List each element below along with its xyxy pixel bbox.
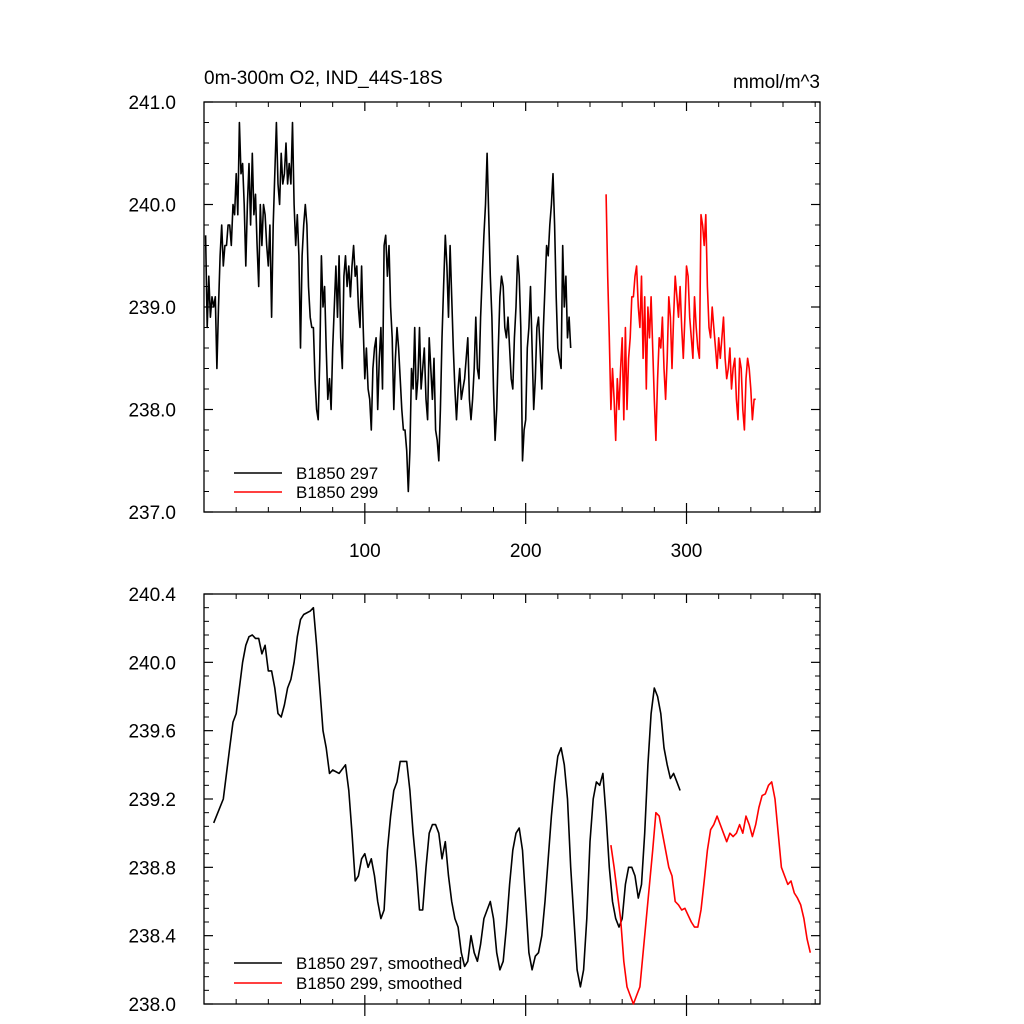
smoothed-line-b1850-297: [212, 606, 681, 988]
top-legend: B1850 297 B1850 299: [234, 464, 378, 502]
series-line-b1850-297: [204, 121, 572, 493]
series-line-b1850-299: [605, 194, 756, 442]
x-tick-label: 200: [510, 541, 542, 562]
chart-title: 0m-300m O2, IND_44S-18S: [204, 68, 443, 89]
bottom-legend: B1850 297, smoothed B1850 299, smoothed: [234, 954, 462, 993]
y-tick-label: 238.8: [128, 858, 176, 879]
legend-label-series1-smoothed: B1850 297, smoothed: [296, 954, 462, 973]
smoothed-line-b1850-299: [610, 781, 812, 1005]
legend-label-series2: B1850 299: [296, 483, 378, 502]
y-tick-label: 240.4: [128, 585, 176, 606]
top-plot-frame: [203, 101, 821, 513]
x-tick-label: 100: [349, 541, 381, 562]
legend-label-series1: B1850 297: [296, 464, 378, 483]
y-tick-label: 241.0: [128, 93, 176, 114]
legend-label-series2-smoothed: B1850 299, smoothed: [296, 974, 462, 993]
y-tick-label: 240.0: [128, 196, 176, 217]
x-tick-label: 300: [671, 541, 703, 562]
y-tick-label: 239.0: [128, 298, 176, 319]
y-tick-label: 240.0: [128, 653, 176, 674]
bottom-plot-frame: [203, 593, 821, 1005]
y-tick-label: 239.6: [128, 722, 176, 743]
y-tick-label: 237.0: [128, 503, 176, 524]
y-tick-label: 239.2: [128, 790, 176, 811]
y-tick-label: 238.0: [128, 401, 176, 422]
units-label: mmol/m^3: [733, 72, 820, 93]
y-tick-label: 238.0: [128, 995, 176, 1016]
y-tick-label: 238.4: [128, 927, 176, 948]
